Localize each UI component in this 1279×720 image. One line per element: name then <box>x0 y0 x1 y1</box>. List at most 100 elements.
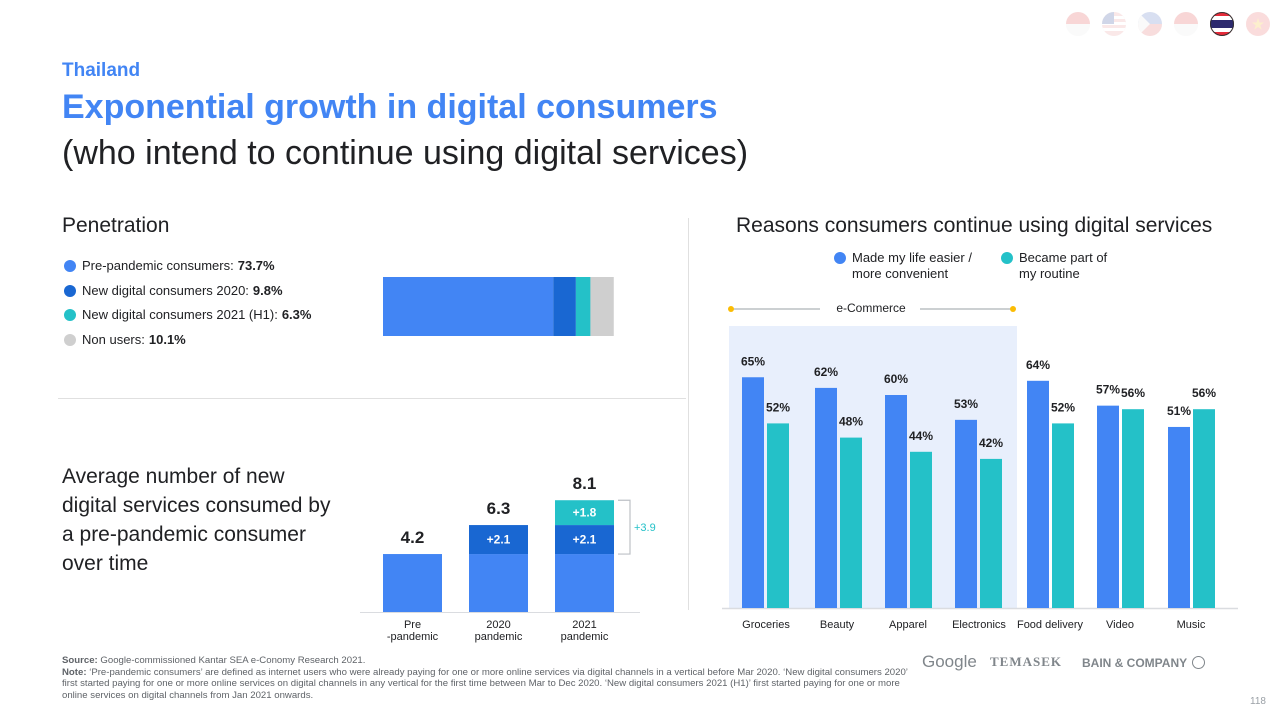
philippines-flag-icon[interactable] <box>1138 12 1162 36</box>
legend-dot-teal <box>64 308 76 321</box>
penetration-segment <box>553 277 576 336</box>
reasons-category-label: Beauty <box>820 619 855 631</box>
note-label: Note: <box>62 666 87 678</box>
legend-label: Made my life easier / more convenient <box>852 250 972 281</box>
ecommerce-marker-right <box>1010 306 1016 312</box>
vietnam-flag-icon[interactable] <box>1246 12 1270 36</box>
page-title: Exponential growth in digital consumers <box>62 88 718 126</box>
reasons-bar <box>767 423 789 608</box>
legend-dot-blue <box>834 252 846 264</box>
reasons-data-label: 65% <box>741 354 765 368</box>
legend-dot-gray <box>64 333 76 346</box>
avg-segment-label: +2.1 <box>487 533 511 547</box>
bain-logo: BAIN & COMPANY <box>1082 656 1206 670</box>
reasons-bar <box>815 387 837 608</box>
reasons-bar <box>1122 409 1144 608</box>
reasons-bar <box>885 395 907 608</box>
note-text: ‘Pre-pandemic consumers’ are defined as … <box>62 666 908 701</box>
malaysia-flag-icon[interactable] <box>1102 12 1126 36</box>
avg-total-label: 6.3 <box>487 499 511 518</box>
reasons-bar <box>742 377 764 608</box>
legend-item-new-2020: New digital consumers 2020: 9.8% <box>64 283 283 298</box>
reasons-data-label: 57% <box>1096 383 1120 397</box>
legend-dot-dark-blue <box>64 284 76 297</box>
reasons-category-label: Groceries <box>742 619 790 631</box>
reasons-data-label: 64% <box>1026 358 1050 372</box>
average-services-description: Average number of new digital services c… <box>62 465 331 575</box>
avg-bar-segment <box>555 500 614 526</box>
avg-total-label: 8.1 <box>573 474 597 493</box>
legend-label: Pre-pandemic consumers: <box>82 258 234 273</box>
reasons-bar <box>1052 423 1074 608</box>
reasons-data-label: 52% <box>1051 400 1075 414</box>
reasons-bar-chart: e-Commerce 65% 52% Groceries 62% 48% Beauty 60%… <box>722 301 1238 631</box>
reasons-bar <box>1193 409 1215 608</box>
legend-item-non-users: Non users: 10.1% <box>64 332 186 347</box>
indonesia-flag-icon[interactable] <box>1066 12 1090 36</box>
reasons-data-label: 51% <box>1167 404 1191 418</box>
section-divider-vertical <box>688 218 689 610</box>
penetration-heading: Penetration <box>62 214 170 237</box>
reasons-category-label: Food delivery <box>1017 619 1084 631</box>
penetration-segment <box>575 277 591 336</box>
singapore-flag-icon[interactable] <box>1174 12 1198 36</box>
section-eyebrow: Thailand <box>62 60 141 81</box>
avg-growth-label: +3.9 <box>634 522 656 534</box>
thailand-flag-icon[interactable] <box>1210 12 1234 36</box>
reasons-bar <box>980 458 1002 608</box>
reasons-bar <box>910 451 932 608</box>
reasons-data-label: 52% <box>766 400 790 414</box>
average-services-chart: 4.2Pre-pandemic+2.16.32020pandemic+2.1+1… <box>360 474 656 643</box>
reasons-data-label: 60% <box>884 372 908 386</box>
country-flags <box>1066 10 1276 40</box>
reasons-legend-a: Made my life easier / more convenient <box>834 250 984 282</box>
legend-label: Non users: <box>82 332 145 347</box>
avg-bar-segment <box>469 554 528 612</box>
avg-category-label: -pandemic <box>387 631 439 643</box>
reasons-heading: Reasons consumers continue using digital… <box>736 214 1213 237</box>
legend-label: New digital consumers 2021 (H1): <box>82 307 278 322</box>
reasons-data-label: 44% <box>909 429 933 443</box>
bain-logo-text: BAIN & COMPANY <box>1082 656 1187 670</box>
reasons-legend-b: Became part of my routine <box>1001 250 1111 282</box>
reasons-bar <box>1168 426 1190 608</box>
legend-label: Became part of my routine <box>1019 250 1108 281</box>
reasons-data-label: 56% <box>1121 386 1145 400</box>
reasons-category-label: Electronics <box>952 619 1006 631</box>
footnote: Source: Google-commissioned Kantar SEA e… <box>62 655 922 701</box>
avg-bar-segment <box>469 525 528 555</box>
source-text: Google-commissioned Kantar SEA e-Conomy … <box>100 655 366 666</box>
avg-category-label: pandemic <box>475 631 523 643</box>
avg-growth-bracket <box>618 499 631 555</box>
legend-value: 73.7% <box>237 258 275 273</box>
legend-dot-blue <box>64 259 76 272</box>
reasons-bar <box>955 419 977 608</box>
reasons-category-label: Apparel <box>889 619 927 631</box>
reasons-data-label: 48% <box>839 415 863 429</box>
legend-dot-teal <box>1001 252 1013 264</box>
reasons-category-label: Music <box>1177 619 1206 631</box>
reasons-data-label: 56% <box>1192 386 1216 400</box>
source-label: Source: <box>62 655 98 666</box>
reasons-data-label: 42% <box>979 436 1003 450</box>
avg-bar-segment <box>555 525 614 555</box>
avg-bar-segment <box>555 554 614 612</box>
temasek-logo: TEMASEK <box>990 654 1063 669</box>
penetration-stacked-bar <box>383 277 614 336</box>
page-number: 118 <box>1250 696 1266 707</box>
reasons-bar <box>1027 380 1049 608</box>
reasons-data-label: 62% <box>814 365 838 379</box>
legend-value: 10.1% <box>148 332 186 347</box>
reasons-bar <box>840 437 862 608</box>
avg-segment-label: +2.1 <box>573 533 597 547</box>
reasons-bar <box>1097 405 1119 608</box>
legend-value: 9.8% <box>252 283 283 298</box>
penetration-segment <box>590 277 614 336</box>
legend-item-new-2021: New digital consumers 2021 (H1): 6.3% <box>64 307 311 322</box>
avg-category-label: 2020 <box>486 619 510 631</box>
reasons-category-label: Video <box>1106 619 1134 631</box>
google-logo: Google <box>922 652 977 671</box>
avg-bar-segment <box>383 554 442 612</box>
avg-category-label: Pre <box>404 619 421 631</box>
